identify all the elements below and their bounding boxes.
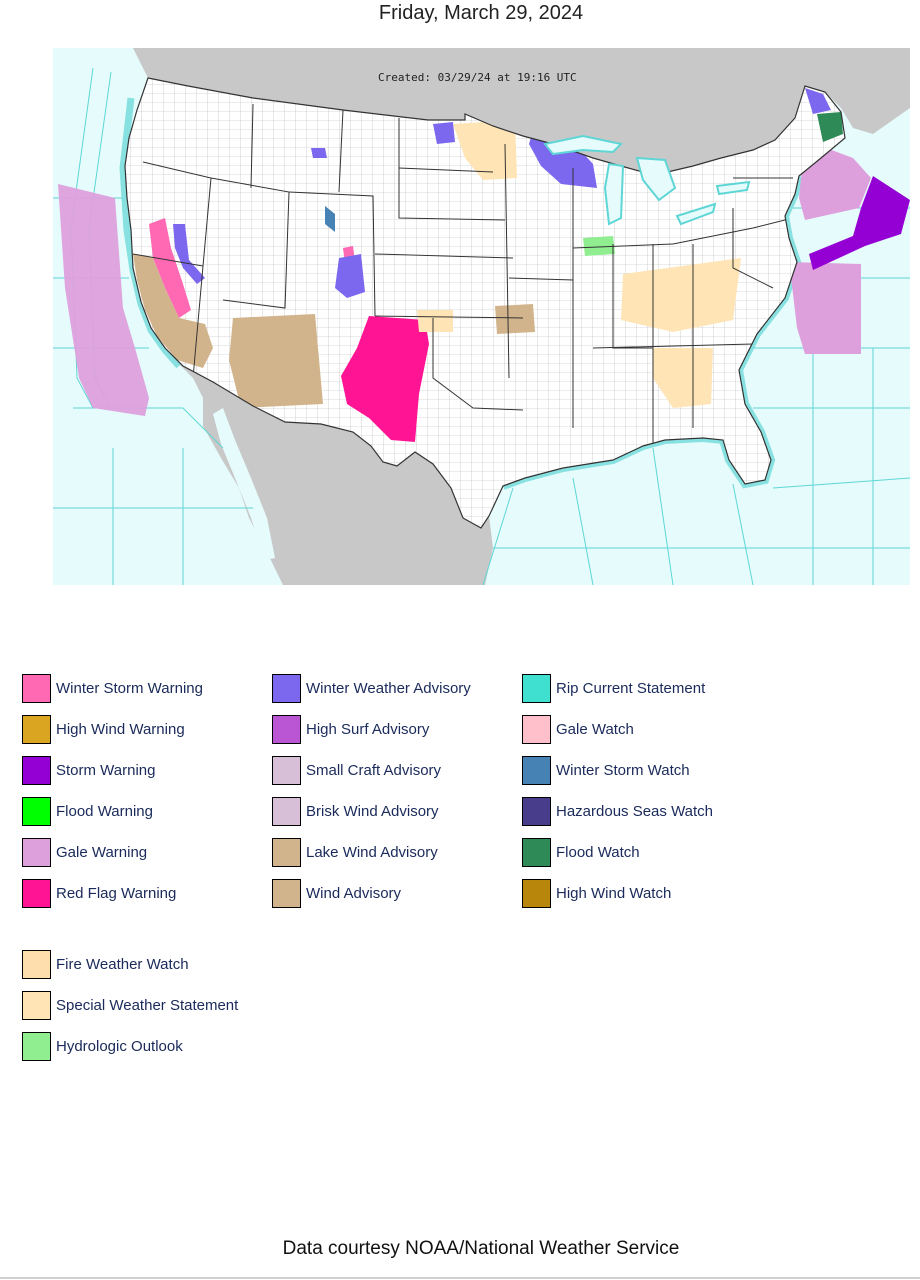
legend-swatch bbox=[272, 714, 301, 744]
winter-weather-advisory-north-east bbox=[805, 88, 831, 114]
canada bbox=[53, 48, 910, 174]
legend-label: Hazardous Seas Watch bbox=[556, 802, 714, 820]
legend-swatch bbox=[272, 837, 301, 867]
legend-label: Winter Storm Warning bbox=[56, 679, 203, 697]
legend-swatch bbox=[22, 878, 51, 908]
legend-label: High Surf Advisory bbox=[306, 720, 430, 738]
legend-label: Fire Weather Watch bbox=[56, 955, 189, 973]
legend-label: Rip Current Statement bbox=[556, 679, 706, 697]
legend-label: Wind Advisory bbox=[306, 884, 402, 902]
legend-label: High Wind Warning bbox=[56, 720, 185, 738]
legend-label: Lake Wind Advisory bbox=[306, 843, 438, 861]
winter-weather-advisory-area bbox=[173, 224, 205, 284]
lake-ontario bbox=[715, 180, 751, 196]
legend-swatch bbox=[522, 796, 551, 826]
legend-item-gale-warning: Gale Warning bbox=[22, 836, 147, 868]
legend-swatch bbox=[22, 796, 51, 826]
wind-advisory-area bbox=[133, 254, 213, 368]
mexico bbox=[165, 348, 493, 585]
legend-swatch bbox=[22, 673, 51, 703]
wind-advisory-area-2 bbox=[229, 314, 323, 408]
legend-swatch bbox=[522, 878, 551, 908]
map-created-timestamp: Created: 03/29/24 at 19:16 UTC bbox=[378, 71, 577, 84]
legend-item-storm-warning: Storm Warning bbox=[22, 754, 155, 786]
legend-item-winter-weather-advisory: Winter Weather Advisory bbox=[272, 672, 471, 704]
legend-label: Flood Watch bbox=[556, 843, 640, 861]
hydrologic-outlook-area bbox=[583, 236, 615, 256]
winter-weather-advisory-area-5 bbox=[311, 148, 327, 158]
legend-label: Hydrologic Outlook bbox=[56, 1037, 183, 1055]
data-credit-footer: Data courtesy NOAA/National Weather Serv… bbox=[282, 1238, 680, 1259]
legend-swatch bbox=[272, 673, 301, 703]
winter-storm-watch-area bbox=[325, 206, 335, 232]
special-weather-statement-area-4 bbox=[417, 310, 453, 332]
legend-item-flood-warning: Flood Warning bbox=[22, 795, 153, 827]
legend-label: High Wind Watch bbox=[556, 884, 672, 902]
legend-label: Gale Watch bbox=[556, 720, 634, 738]
lake-michigan bbox=[603, 162, 625, 226]
legend-swatch bbox=[22, 949, 51, 979]
lake-erie bbox=[675, 202, 717, 226]
legend-swatch bbox=[522, 714, 551, 744]
legend-item-flood-watch: Flood Watch bbox=[522, 836, 640, 868]
winter-weather-advisory-area-3 bbox=[433, 122, 455, 144]
legend-item-special-weather-statement: Special Weather Statement bbox=[22, 989, 238, 1021]
red-flag-warning-area bbox=[341, 316, 429, 442]
great-lakes bbox=[543, 134, 751, 226]
legend-label: Red Flag Warning bbox=[56, 884, 177, 902]
winter-storm-warning-area bbox=[149, 218, 191, 318]
special-weather-statement-area-2 bbox=[621, 258, 741, 332]
legend-item-winter-storm-warning: Winter Storm Warning bbox=[22, 672, 203, 704]
pacific-gale-zone bbox=[58, 184, 149, 416]
atlantic-storm-zone bbox=[809, 176, 910, 270]
legend-item-winter-storm-watch: Winter Storm Watch bbox=[522, 754, 690, 786]
legend-label: Flood Warning bbox=[56, 802, 153, 820]
atlantic-gale-zone-south bbox=[789, 262, 861, 354]
legend-label: Winter Storm Watch bbox=[556, 761, 690, 779]
legend-item-hazardous-seas-watch: Hazardous Seas Watch bbox=[522, 795, 713, 827]
legend-item-high-surf-advisory: High Surf Advisory bbox=[272, 713, 429, 745]
legend-item-rip-current-statement: Rip Current Statement bbox=[522, 672, 705, 704]
legend: Winter Storm Warning High Wind Warning S… bbox=[22, 672, 902, 1092]
legend-label: Storm Warning bbox=[56, 761, 156, 779]
legend-swatch bbox=[522, 837, 551, 867]
flood-watch-area bbox=[817, 112, 843, 142]
gulf-of-california bbox=[213, 408, 275, 560]
state-borders bbox=[132, 103, 794, 448]
special-weather-statement-area-3 bbox=[653, 348, 713, 408]
legend-swatch bbox=[522, 755, 551, 785]
legend-item-fire-weather-watch: Fire Weather Watch bbox=[22, 948, 189, 980]
legend-swatch bbox=[522, 673, 551, 703]
weather-alert-map: Created: 03/29/24 at 19:16 UTC bbox=[53, 48, 910, 585]
legend-label: Brisk Wind Advisory bbox=[306, 802, 439, 820]
legend-swatch bbox=[22, 837, 51, 867]
legend-label: Winter Weather Advisory bbox=[306, 679, 471, 697]
legend-item-hydrologic-outlook: Hydrologic Outlook bbox=[22, 1030, 183, 1062]
legend-swatch bbox=[22, 990, 51, 1020]
legend-item-high-wind-watch: High Wind Watch bbox=[522, 877, 671, 909]
legend-swatch bbox=[22, 1031, 51, 1061]
legend-item-wind-advisory: Wind Advisory bbox=[272, 877, 401, 909]
legend-item-small-craft-advisory: Small Craft Advisory bbox=[272, 754, 441, 786]
legend-item-red-flag-warning: Red Flag Warning bbox=[22, 877, 176, 909]
legend-swatch bbox=[272, 878, 301, 908]
legend-swatch bbox=[272, 796, 301, 826]
lake-huron bbox=[635, 156, 677, 202]
wind-advisory-area-3 bbox=[495, 304, 535, 334]
legend-swatch bbox=[22, 714, 51, 744]
legend-swatch bbox=[272, 755, 301, 785]
lake-superior bbox=[543, 134, 624, 156]
winter-weather-advisory-area-2 bbox=[335, 254, 365, 298]
footer-divider bbox=[0, 1277, 920, 1279]
legend-item-brisk-wind-advisory: Brisk Wind Advisory bbox=[272, 795, 439, 827]
legend-label: Gale Warning bbox=[56, 843, 148, 861]
page-date: Friday, March 29, 2024 bbox=[378, 2, 584, 24]
legend-item-gale-watch: Gale Watch bbox=[522, 713, 634, 745]
legend-label: Small Craft Advisory bbox=[306, 761, 442, 779]
legend-item-lake-wind-advisory: Lake Wind Advisory bbox=[272, 836, 438, 868]
legend-label: Special Weather Statement bbox=[56, 996, 239, 1014]
legend-swatch bbox=[22, 755, 51, 785]
special-weather-statement-area bbox=[453, 120, 517, 180]
legend-item-high-wind-warning: High Wind Warning bbox=[22, 713, 185, 745]
